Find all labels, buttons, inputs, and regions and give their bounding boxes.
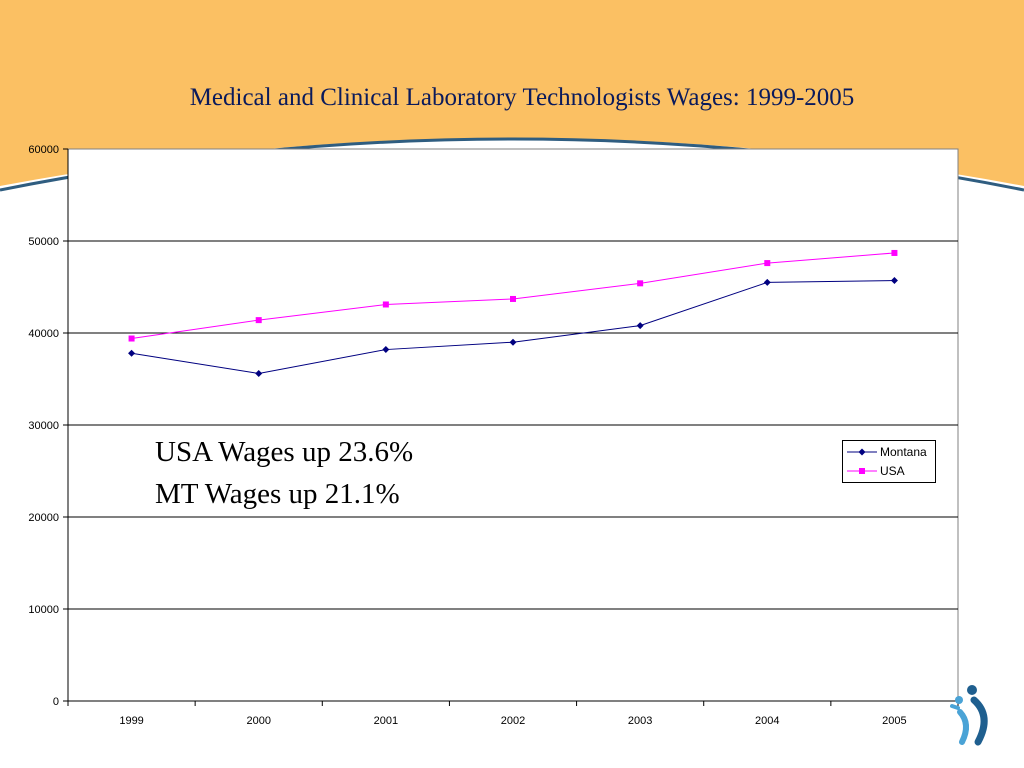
y-tick-label: 0 [53,696,59,708]
data-point-montana [763,278,771,286]
data-point-usa [764,260,771,267]
slide-title: Medical and Clinical Laboratory Technolo… [189,84,855,111]
y-tick-label: 40000 [28,328,59,340]
legend-marker-usa [847,468,877,474]
data-point-montana [636,322,644,330]
orange-banner [0,0,1024,186]
x-tick-label: 2005 [882,715,906,727]
y-tick-label: 30000 [28,420,59,432]
data-point-usa [637,280,644,287]
data-point-usa [255,317,262,324]
data-point-montana [128,349,136,357]
y-tick-label: 50000 [28,236,59,248]
x-tick-label: 2002 [501,715,525,727]
people-logo-icon [950,685,988,746]
legend-marker-montana [847,448,877,456]
data-point-montana [382,346,390,354]
legend-entry-montana: Montana [847,444,927,460]
data-point-usa [510,295,516,302]
x-tick-label: 2000 [246,715,270,727]
x-tick-label: 2004 [755,715,779,727]
mt-wages-annotation: MT Wages up 21.1% [155,478,400,510]
x-tick-label: 2001 [374,715,398,727]
usa-wages-annotation: USA Wages up 23.6% [155,436,414,468]
x-tick-label: 2003 [628,715,652,727]
data-point-usa [128,335,135,342]
legend-entry-usa: USA [847,463,905,479]
chart-legend: Montana USA [842,440,936,483]
data-point-montana [509,338,517,346]
data-point-montana [255,369,263,377]
legend-label-usa: USA [880,464,905,478]
y-tick-label: 60000 [28,144,59,156]
data-point-usa [891,249,898,256]
legend-label-montana: Montana [880,445,927,459]
data-point-montana [890,277,898,285]
y-tick-label: 10000 [28,604,59,616]
y-tick-label: 20000 [28,512,59,524]
x-tick-label: 1999 [119,715,143,727]
data-point-usa [382,301,389,308]
